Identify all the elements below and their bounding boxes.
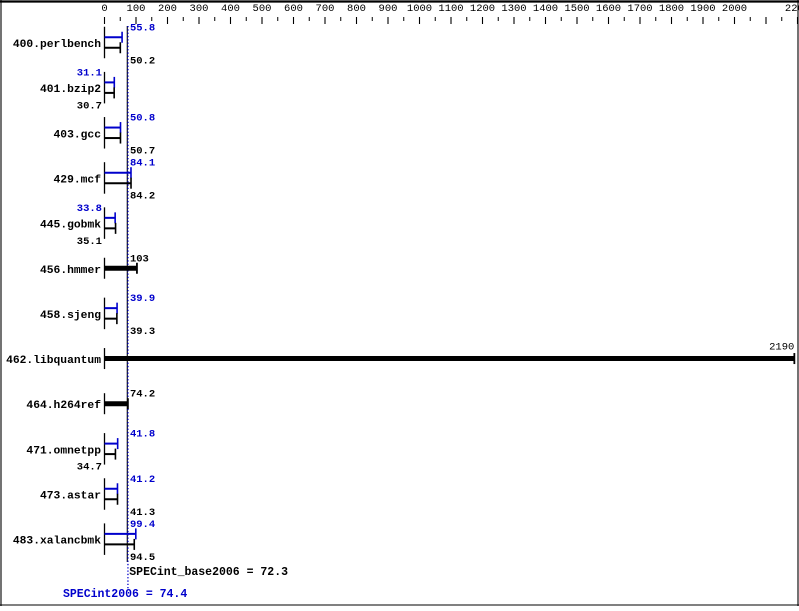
svg-text:1300: 1300 (501, 3, 526, 15)
svg-text:50.7: 50.7 (130, 146, 155, 158)
svg-text:400.perlbench: 400.perlbench (13, 39, 101, 51)
svg-text:0: 0 (101, 3, 107, 15)
svg-text:100: 100 (127, 3, 146, 15)
svg-text:800: 800 (347, 3, 366, 15)
svg-text:39.3: 39.3 (130, 326, 155, 338)
svg-text:429.mcf: 429.mcf (54, 174, 102, 186)
svg-text:41.2: 41.2 (130, 474, 155, 486)
svg-text:600: 600 (284, 3, 303, 15)
svg-text:84.1: 84.1 (130, 158, 155, 170)
svg-text:1000: 1000 (407, 3, 432, 15)
svg-text:1600: 1600 (596, 3, 621, 15)
svg-text:50.8: 50.8 (130, 113, 155, 125)
svg-text:400: 400 (221, 3, 240, 15)
svg-text:1800: 1800 (659, 3, 684, 15)
svg-text:84.2: 84.2 (130, 191, 155, 203)
svg-text:462.libquantum: 462.libquantum (6, 355, 101, 367)
svg-text:483.xalancbmk: 483.xalancbmk (13, 536, 101, 548)
svg-text:464.h264ref: 464.h264ref (26, 400, 101, 412)
svg-text:SPECint2006 = 74.4: SPECint2006 = 74.4 (63, 588, 187, 601)
svg-text:41.3: 41.3 (130, 507, 155, 519)
svg-text:39.9: 39.9 (130, 293, 155, 305)
svg-text:700: 700 (316, 3, 335, 15)
svg-text:1700: 1700 (627, 3, 652, 15)
svg-text:445.gobmk: 445.gobmk (40, 220, 101, 232)
svg-text:94.5: 94.5 (130, 552, 155, 564)
svg-text:200: 200 (158, 3, 177, 15)
svg-text:31.1: 31.1 (77, 67, 102, 79)
svg-text:50.2: 50.2 (130, 55, 155, 67)
svg-text:74.2: 74.2 (130, 389, 155, 401)
svg-text:458.sjeng: 458.sjeng (40, 310, 101, 322)
svg-text:1500: 1500 (564, 3, 589, 15)
svg-text:41.8: 41.8 (130, 429, 155, 441)
svg-text:55.8: 55.8 (130, 22, 155, 34)
svg-text:1200: 1200 (470, 3, 495, 15)
svg-text:473.astar: 473.astar (40, 491, 101, 503)
svg-text:1400: 1400 (533, 3, 558, 15)
svg-text:103: 103 (130, 253, 149, 265)
svg-text:2200: 2200 (785, 3, 799, 15)
svg-text:300: 300 (190, 3, 209, 15)
svg-text:2000: 2000 (722, 3, 747, 15)
svg-text:99.4: 99.4 (130, 519, 155, 531)
svg-text:SPECint_base2006 = 72.3: SPECint_base2006 = 72.3 (129, 566, 288, 579)
svg-text:35.1: 35.1 (77, 236, 102, 248)
svg-text:401.bzip2: 401.bzip2 (40, 84, 101, 96)
svg-text:900: 900 (379, 3, 398, 15)
svg-text:2190: 2190 (769, 342, 794, 354)
svg-text:33.8: 33.8 (77, 203, 102, 215)
svg-text:30.7: 30.7 (77, 100, 102, 112)
svg-text:34.7: 34.7 (77, 462, 102, 474)
svg-text:1100: 1100 (438, 3, 463, 15)
svg-text:1900: 1900 (690, 3, 715, 15)
svg-text:456.hmmer: 456.hmmer (40, 265, 101, 277)
svg-text:471.omnetpp: 471.omnetpp (26, 445, 101, 457)
svg-text:500: 500 (253, 3, 272, 15)
svg-text:403.gcc: 403.gcc (54, 129, 102, 141)
